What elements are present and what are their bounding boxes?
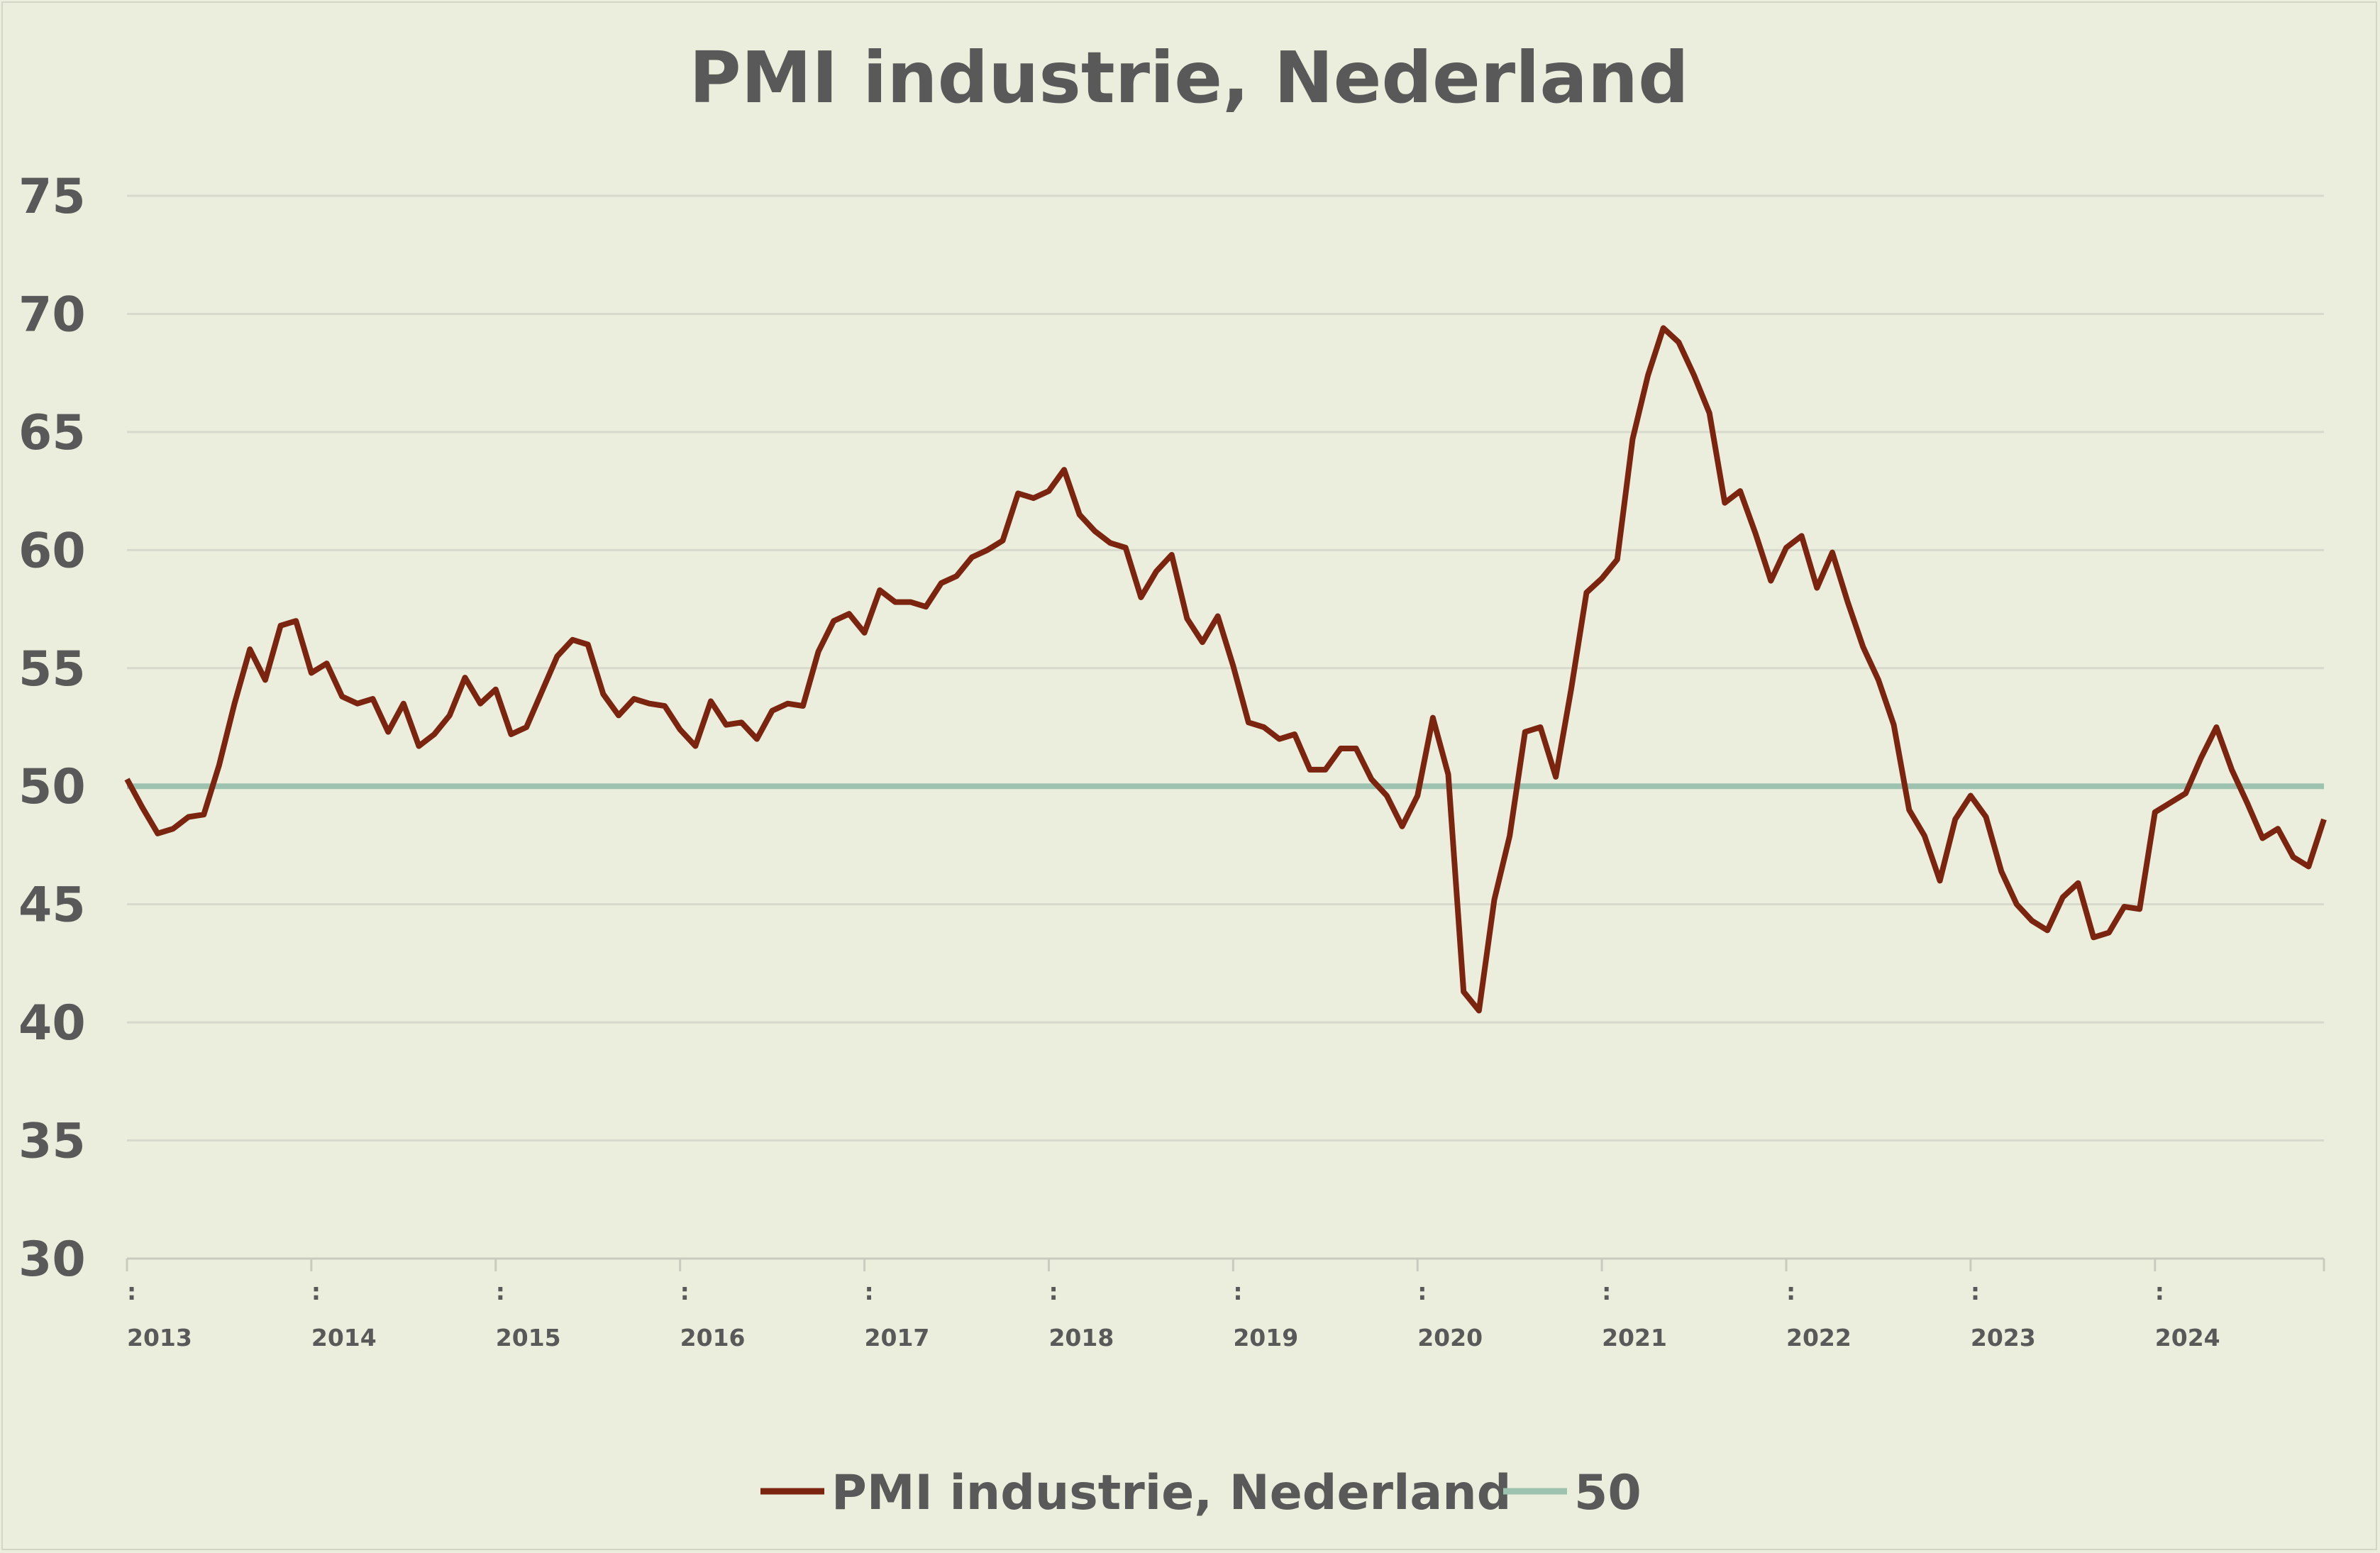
y-tick-label-45: 45 [18,878,86,934]
x-tick-label-2023: 2023 [1971,1324,2036,1352]
y-tick-label-75: 75 [18,169,86,225]
y-tick-label-30: 30 [18,1232,86,1288]
x-tick-colon-2020: : [1417,1278,1427,1305]
chart-title: PMI industrie, Nederland [689,36,1688,119]
x-tick-label-2021: 2021 [1602,1324,1667,1352]
x-tick-colon-2024: : [2155,1278,2164,1305]
y-tick-label-55: 55 [18,641,86,697]
legend: PMI industrie, Nederland 50 [760,1465,1642,1521]
x-tick-label-2017: 2017 [865,1324,930,1352]
x-tick-label-2013: 2013 [127,1324,192,1352]
x-tick-label-2016: 2016 [680,1324,746,1352]
x-tick-colon-2018: : [1048,1278,1058,1305]
y-axis-ticks: 30 35 40 45 50 55 60 65 70 75 [18,169,86,1288]
x-tick-label-2019: 2019 [1233,1324,1298,1352]
x-axis-ticks: : 2013: 2014: 2015: 2016: 2017: 2018: 2019: 2020… [126,1259,2325,1352]
x-tick-colon-2015: : [496,1278,505,1305]
x-tick-label-2014: 2014 [311,1324,377,1352]
x-tick-colon-2022: : [1786,1278,1795,1305]
x-tick-colon-2017: : [865,1278,874,1305]
gridlines [127,194,2324,1260]
x-tick-colon-2019: : [1233,1278,1242,1305]
x-tick-label-2020: 2020 [1417,1324,1483,1352]
x-tick-colon-2014: : [311,1278,321,1305]
x-tick-label-2022: 2022 [1786,1324,1852,1352]
legend-label-pmi: PMI industrie, Nederland [831,1465,1511,1521]
y-tick-label-50: 50 [18,759,86,815]
x-tick-label-2015: 2015 [496,1324,561,1352]
y-tick-label-70: 70 [18,287,86,343]
y-tick-label-60: 60 [18,523,86,579]
x-tick-colon-2013: : [127,1278,136,1305]
y-tick-label-35: 35 [18,1114,86,1170]
x-tick-label-2018: 2018 [1048,1324,1114,1352]
x-tick-colon-2023: : [1971,1278,1980,1305]
x-tick-colon-2016: : [680,1278,690,1305]
series-layer [124,325,2327,1014]
y-tick-label-65: 65 [18,405,86,461]
series-line-pmi [124,325,2327,1014]
legend-label-50: 50 [1574,1465,1642,1521]
chart-svg: PMI industrie, Nederland 30 35 40 45 50 55 60 6… [18,36,2327,1521]
y-tick-label-40: 40 [18,995,86,1051]
x-tick-label-2024: 2024 [2155,1324,2220,1352]
x-tick-colon-2021: : [1602,1278,1611,1305]
